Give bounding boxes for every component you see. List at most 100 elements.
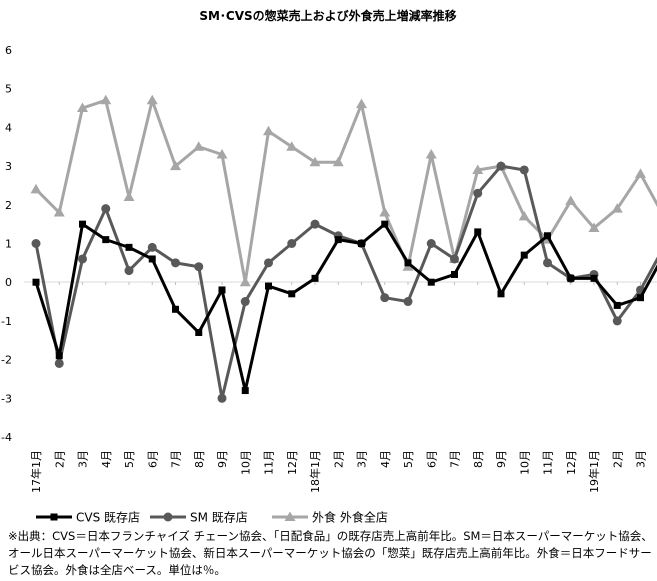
data-point bbox=[288, 290, 296, 298]
x-tick-label: 9月 bbox=[495, 450, 508, 468]
data-point bbox=[147, 242, 157, 252]
y-tick-label: -4 bbox=[1, 431, 12, 444]
x-tick-label: 17年1月 bbox=[29, 450, 43, 493]
data-point bbox=[613, 301, 621, 309]
y-axis: -4 -3 -2 -1 0 1 2 3 4 5 6 bbox=[1, 44, 12, 444]
x-tick-label: 10月 bbox=[518, 450, 531, 475]
data-point bbox=[590, 274, 598, 282]
x-tick-label: 6月 bbox=[425, 450, 438, 468]
y-tick-label: 4 bbox=[5, 121, 12, 134]
data-point bbox=[358, 240, 365, 247]
legend-item: CVS 既存店 bbox=[36, 511, 140, 525]
data-point bbox=[450, 254, 459, 264]
data-point bbox=[311, 274, 319, 282]
x-tick-label: 7月 bbox=[449, 450, 462, 468]
data-point bbox=[217, 393, 227, 403]
x-tick-label: 2月 bbox=[332, 450, 345, 468]
data-point bbox=[54, 358, 64, 368]
series-line bbox=[34, 98, 657, 284]
x-tick-label: 10月 bbox=[239, 450, 252, 475]
x-tick-label: 12月 bbox=[286, 450, 299, 475]
data-point bbox=[497, 290, 505, 298]
data-point bbox=[32, 278, 40, 286]
data-point bbox=[148, 255, 156, 263]
data-point bbox=[263, 125, 274, 136]
x-tick-label: 8月 bbox=[472, 450, 485, 468]
data-point bbox=[102, 236, 110, 244]
legend-item: 外食 外食全店 bbox=[272, 510, 388, 525]
data-point bbox=[146, 94, 158, 105]
data-point bbox=[473, 188, 483, 198]
data-point bbox=[265, 282, 272, 290]
x-tick-label: 4月 bbox=[379, 450, 392, 468]
x-tick-label: 3月 bbox=[356, 450, 369, 468]
data-point bbox=[472, 164, 484, 174]
source-note: ※出典：CVS＝日本フランチャイズ チェーン協会、「日配食品」の既存店売上高前年… bbox=[8, 529, 653, 577]
data-point bbox=[379, 207, 391, 217]
x-tick-label: 19年1月 bbox=[587, 450, 601, 493]
data-point bbox=[543, 258, 552, 268]
data-point bbox=[77, 102, 88, 113]
x-tick-label: 6月 bbox=[146, 450, 159, 468]
data-point bbox=[520, 251, 528, 259]
data-point bbox=[451, 270, 458, 278]
data-point bbox=[241, 387, 249, 395]
x-tick-label: 2月 bbox=[53, 450, 66, 468]
y-tick-label: -2 bbox=[1, 354, 12, 367]
data-point bbox=[612, 316, 622, 326]
y-tick-label: 0 bbox=[5, 276, 12, 289]
x-tick-label: 18年1月 bbox=[308, 450, 322, 493]
data-point bbox=[31, 239, 41, 248]
data-point bbox=[404, 259, 412, 267]
data-point bbox=[519, 165, 529, 175]
legend-label: 外食 外食全店 bbox=[312, 510, 388, 525]
legend: CVS 既存店 SM 既存店 外食 外食全店 bbox=[36, 510, 388, 525]
data-point bbox=[55, 352, 63, 360]
data-point bbox=[380, 293, 390, 303]
data-point bbox=[427, 278, 435, 286]
data-point bbox=[426, 239, 436, 248]
legend-label: CVS 既存店 bbox=[76, 511, 140, 525]
data-point bbox=[310, 219, 320, 229]
data-point bbox=[332, 156, 344, 167]
x-tick-label: 7月 bbox=[170, 450, 183, 468]
series-1 bbox=[31, 161, 657, 403]
x-tick-label: 11月 bbox=[263, 450, 276, 475]
x-tick-label: 12月 bbox=[565, 450, 578, 475]
data-point bbox=[171, 258, 180, 268]
data-point bbox=[381, 220, 389, 228]
data-point bbox=[334, 236, 342, 244]
data-point bbox=[425, 148, 437, 159]
x-axis: 17年1月 2月 3月 4月 5月 6月 7月 8月 9月 10月 11月 12月 18年1月 2月 3月 4… bbox=[29, 282, 648, 493]
data-point bbox=[216, 148, 228, 159]
data-point bbox=[218, 286, 226, 294]
data-point bbox=[30, 183, 42, 194]
series-line bbox=[34, 222, 657, 393]
y-tick-label: 5 bbox=[5, 83, 12, 96]
data-point bbox=[611, 203, 623, 213]
y-tick-label: 6 bbox=[5, 44, 12, 57]
data-point bbox=[635, 168, 646, 178]
data-point bbox=[284, 511, 296, 521]
data-point bbox=[193, 141, 205, 151]
series-line bbox=[34, 164, 657, 400]
data-point bbox=[403, 297, 413, 307]
y-tick-label: 3 bbox=[5, 160, 12, 173]
chart-title: SM･CVSの惣菜売上および外食売上増減率推移 bbox=[199, 8, 456, 23]
x-tick-label: 5月 bbox=[123, 450, 136, 468]
data-point bbox=[637, 294, 644, 302]
data-point bbox=[309, 156, 321, 167]
data-point bbox=[356, 98, 367, 109]
data-point bbox=[496, 161, 506, 171]
data-point bbox=[124, 266, 134, 276]
legend-label: SM 既存店 bbox=[190, 511, 248, 525]
data-point bbox=[50, 513, 58, 521]
data-point bbox=[565, 195, 577, 205]
data-point bbox=[123, 191, 135, 202]
data-point bbox=[287, 239, 297, 248]
series-0 bbox=[32, 220, 657, 395]
x-tick-label: 4月 bbox=[100, 450, 113, 468]
x-tick-label: 5月 bbox=[402, 450, 415, 468]
data-point bbox=[125, 243, 133, 251]
